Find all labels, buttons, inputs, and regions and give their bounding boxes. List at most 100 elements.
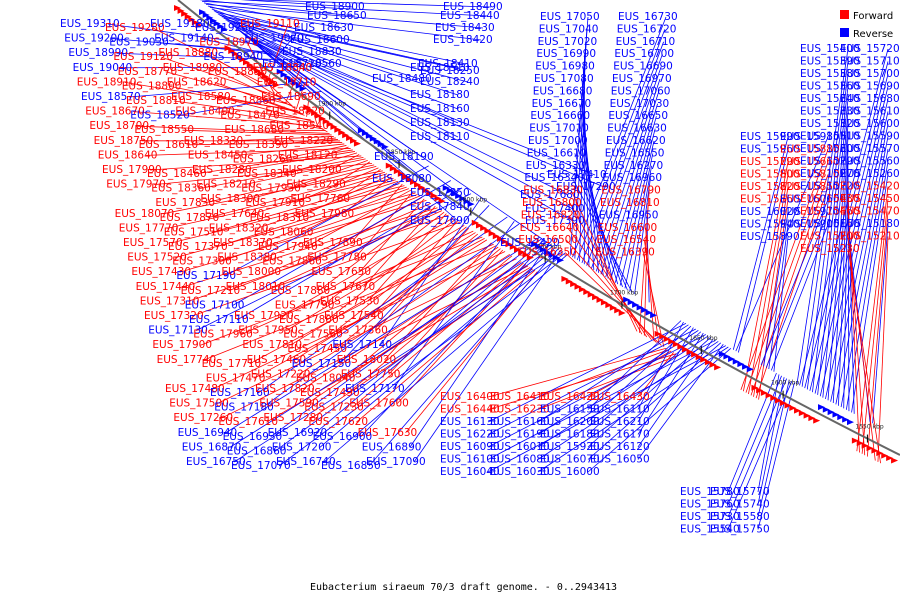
forward-gene-glyph — [876, 450, 884, 457]
gene-label: EUS_17160 — [210, 387, 270, 399]
forward-gene-glyph — [239, 56, 247, 63]
reverse-gene-glyph — [641, 307, 649, 314]
leader-line — [806, 73, 849, 390]
gene-label: EUS_17370 — [168, 241, 228, 253]
gene-label: EUS_15750 — [710, 524, 770, 536]
leader-line — [727, 372, 777, 493]
forward-gene-glyph — [471, 219, 479, 226]
leader-line — [249, 238, 485, 365]
forward-gene-glyph — [808, 415, 816, 422]
gene-label: EUS_16050 — [590, 454, 650, 466]
gene-label: EUS_17150 — [292, 358, 352, 370]
leader-line — [605, 103, 658, 278]
leader-line — [642, 252, 665, 347]
leader-line — [165, 71, 291, 106]
gene-label: EUS_15180 — [840, 218, 900, 230]
leader-line — [202, 0, 489, 17]
leader-line — [735, 136, 829, 352]
forward-gene-glyph — [334, 126, 342, 133]
forward-gene-glyph — [570, 281, 578, 288]
gene-label: EUS_16100 — [440, 454, 500, 466]
gene-label: EUS_18370 — [213, 237, 273, 249]
scale-tick-label: 1800 kbp — [459, 197, 487, 204]
gene-label: EUS_16000 — [540, 466, 600, 478]
forward-gene-glyph — [434, 195, 442, 202]
leader-line — [333, 161, 371, 185]
leader-line — [847, 248, 881, 464]
reverse-gene-glyph — [381, 143, 389, 150]
gene-label: EUS_16630 — [607, 123, 667, 135]
gene-label: EUS_18750 — [94, 135, 154, 147]
reverse-gene-glyph — [548, 251, 556, 258]
gene-label: EUS_18240 — [420, 76, 480, 88]
gene-label: EUS_16980 — [535, 61, 595, 73]
leader-line — [572, 16, 667, 258]
gene-label: EUS_15920 — [540, 441, 600, 453]
leader-line — [197, 23, 262, 48]
forward-gene-glyph — [389, 165, 397, 172]
reverse-gene-glyph — [737, 361, 745, 368]
leader-line — [221, 16, 469, 72]
leader-line — [866, 211, 889, 457]
forward-gene-glyph — [691, 351, 699, 358]
gene-label: EUS_19280 — [105, 22, 165, 34]
gene-label: EUS_16720 — [617, 23, 677, 35]
leader-line — [587, 342, 722, 460]
reverse-gene-glyph — [299, 85, 307, 92]
gene-label: EUS_17000 — [528, 135, 588, 147]
leader-line — [757, 382, 795, 530]
forward-gene-glyph — [784, 402, 792, 409]
gene-label: EUS_17760 — [290, 193, 350, 205]
gene-label: EUS_17610 — [218, 416, 278, 428]
gene-label: EUS_15330 — [800, 106, 860, 118]
forward-gene-glyph — [681, 346, 689, 353]
leader-line — [326, 219, 456, 321]
gene-label: EUS_16740 — [276, 456, 336, 468]
reverse-gene-glyph — [842, 416, 850, 423]
gene-label: EUS_16670 — [532, 98, 592, 110]
reverse-gene-glyph — [369, 135, 377, 142]
gene-label: EUS_17560 — [283, 329, 343, 341]
gene-label: EUS_19200 — [64, 33, 124, 45]
leader-line — [244, 158, 366, 185]
forward-gene-glyph — [224, 45, 232, 52]
gene-label: EUS_17490 — [300, 387, 360, 399]
gene-label: EUS_18970 — [199, 37, 259, 49]
gene-label: EUS_17320 — [144, 310, 204, 322]
leader-line — [812, 86, 849, 393]
gene-label: EUS_18330 — [184, 135, 244, 147]
leader-line — [263, 100, 305, 116]
forward-gene-glyph — [311, 109, 319, 116]
gene-label: EUS_18840 — [253, 62, 313, 74]
leader-line — [487, 323, 687, 423]
gene-label: EUS_17870 — [160, 212, 220, 224]
leader-line — [200, 236, 483, 346]
legend-label-forward: Forward — [853, 11, 893, 22]
forward-gene-glyph — [314, 112, 322, 119]
leader-line — [572, 178, 633, 293]
gene-label: EUS_18340 — [237, 168, 297, 180]
leader-line — [232, 180, 452, 306]
leader-line — [245, 34, 569, 196]
forward-gene-glyph — [174, 5, 181, 11]
leader-line — [231, 136, 334, 142]
gene-label: EUS_17100 — [185, 299, 245, 311]
gene-label: EUS_18300 — [200, 193, 260, 205]
gene-label: EUS_18020 — [337, 354, 397, 366]
forward-gene-glyph — [813, 417, 821, 424]
gene-label: EUS_17230 — [304, 402, 364, 414]
gene-label: EUS_15980 — [780, 131, 840, 143]
gene-label: EUS_15200 — [800, 231, 860, 243]
gene-label: EUS_18720 — [262, 58, 322, 70]
leader-line — [765, 211, 829, 368]
gene-label: EUS_17130 — [148, 325, 208, 337]
gene-label: EUS_16960 — [602, 172, 662, 184]
forward-gene-glyph — [756, 387, 764, 394]
leader-line — [187, 214, 449, 302]
gene-label: EUS_18200 — [282, 164, 342, 176]
leader-line — [322, 211, 445, 306]
leader-line — [233, 25, 459, 138]
forward-gene-glyph — [770, 394, 778, 401]
leader-line — [757, 374, 780, 493]
forward-gene-glyph — [303, 104, 311, 111]
